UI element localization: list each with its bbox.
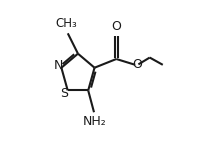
Text: CH₃: CH₃ xyxy=(55,17,77,30)
Text: S: S xyxy=(60,87,68,100)
Text: N: N xyxy=(54,59,63,72)
Text: O: O xyxy=(132,58,142,71)
Text: NH₂: NH₂ xyxy=(83,115,107,128)
Text: O: O xyxy=(111,20,121,33)
